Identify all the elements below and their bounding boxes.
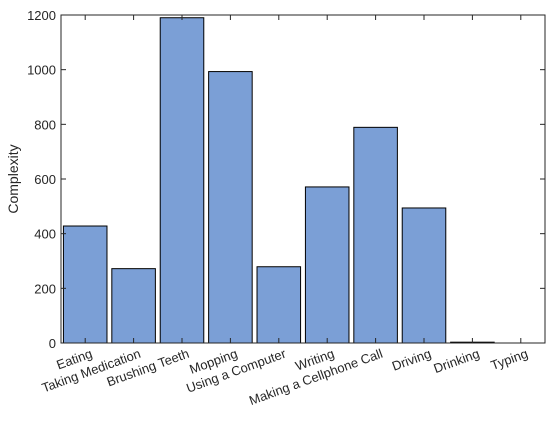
- bar-taking-medication: [111, 268, 156, 344]
- bars-group: [62, 17, 495, 344]
- y-ticks-group: 0 200 400 600 800 1000 1200: [27, 8, 545, 351]
- y-tick-label: 0: [49, 336, 56, 351]
- bar-writing: [304, 186, 350, 344]
- bar-making-a-cellphone-call: [353, 126, 398, 344]
- y-tick-label: 1200: [27, 8, 56, 23]
- y-tick-label: 1000: [27, 63, 56, 78]
- x-tick-label: Drinking: [431, 346, 481, 376]
- bar-driving: [401, 207, 447, 344]
- y-tick-label: 200: [34, 281, 56, 296]
- y-tick-label: 600: [34, 172, 56, 187]
- y-tick-label: 400: [34, 227, 56, 242]
- bar-using-a-computer: [256, 266, 302, 344]
- x-tick-label: Typing: [489, 346, 530, 373]
- bar-mopping: [208, 71, 253, 344]
- bar-eating: [62, 225, 108, 344]
- y-axis-label: Complexity: [5, 144, 21, 213]
- x-tick-label: Driving: [390, 346, 433, 374]
- y-tick-label: 800: [34, 117, 56, 132]
- bar-brushing-teeth: [159, 17, 205, 344]
